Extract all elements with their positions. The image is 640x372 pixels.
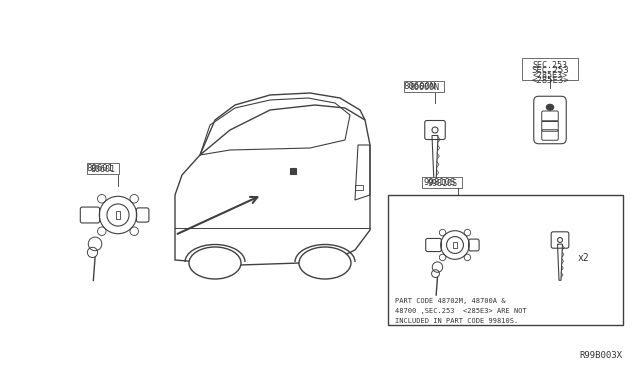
Bar <box>453 242 456 248</box>
Text: INCLUDED IN PART CODE 99810S.: INCLUDED IN PART CODE 99810S. <box>395 318 518 324</box>
Text: SEC.253: SEC.253 <box>531 66 569 75</box>
Text: 99810S: 99810S <box>427 179 457 187</box>
Text: 80601: 80601 <box>90 166 115 174</box>
Bar <box>116 211 120 219</box>
Ellipse shape <box>189 247 241 279</box>
Bar <box>87 163 119 174</box>
Text: 80600N: 80600N <box>409 83 439 92</box>
Text: <285E3>: <285E3> <box>532 71 568 80</box>
Bar <box>522 58 578 80</box>
Ellipse shape <box>547 104 554 110</box>
Text: PART CODE 48702M, 48700A &: PART CODE 48702M, 48700A & <box>395 298 506 304</box>
Text: 99810S: 99810S <box>424 178 456 187</box>
Ellipse shape <box>299 247 351 279</box>
Text: x2: x2 <box>578 253 589 263</box>
Bar <box>290 168 296 174</box>
Bar <box>388 195 623 325</box>
Text: 48700 ,SEC.253  <285E3> ARE NOT: 48700 ,SEC.253 <285E3> ARE NOT <box>395 308 527 314</box>
Text: 80600N: 80600N <box>404 82 436 91</box>
Bar <box>404 81 444 92</box>
Text: 80601: 80601 <box>86 164 113 173</box>
Bar <box>355 185 363 190</box>
Text: R99B003X: R99B003X <box>579 351 622 360</box>
Bar <box>422 177 462 188</box>
Text: SEC.253: SEC.253 <box>532 61 568 70</box>
Text: <285E3>: <285E3> <box>531 76 569 85</box>
